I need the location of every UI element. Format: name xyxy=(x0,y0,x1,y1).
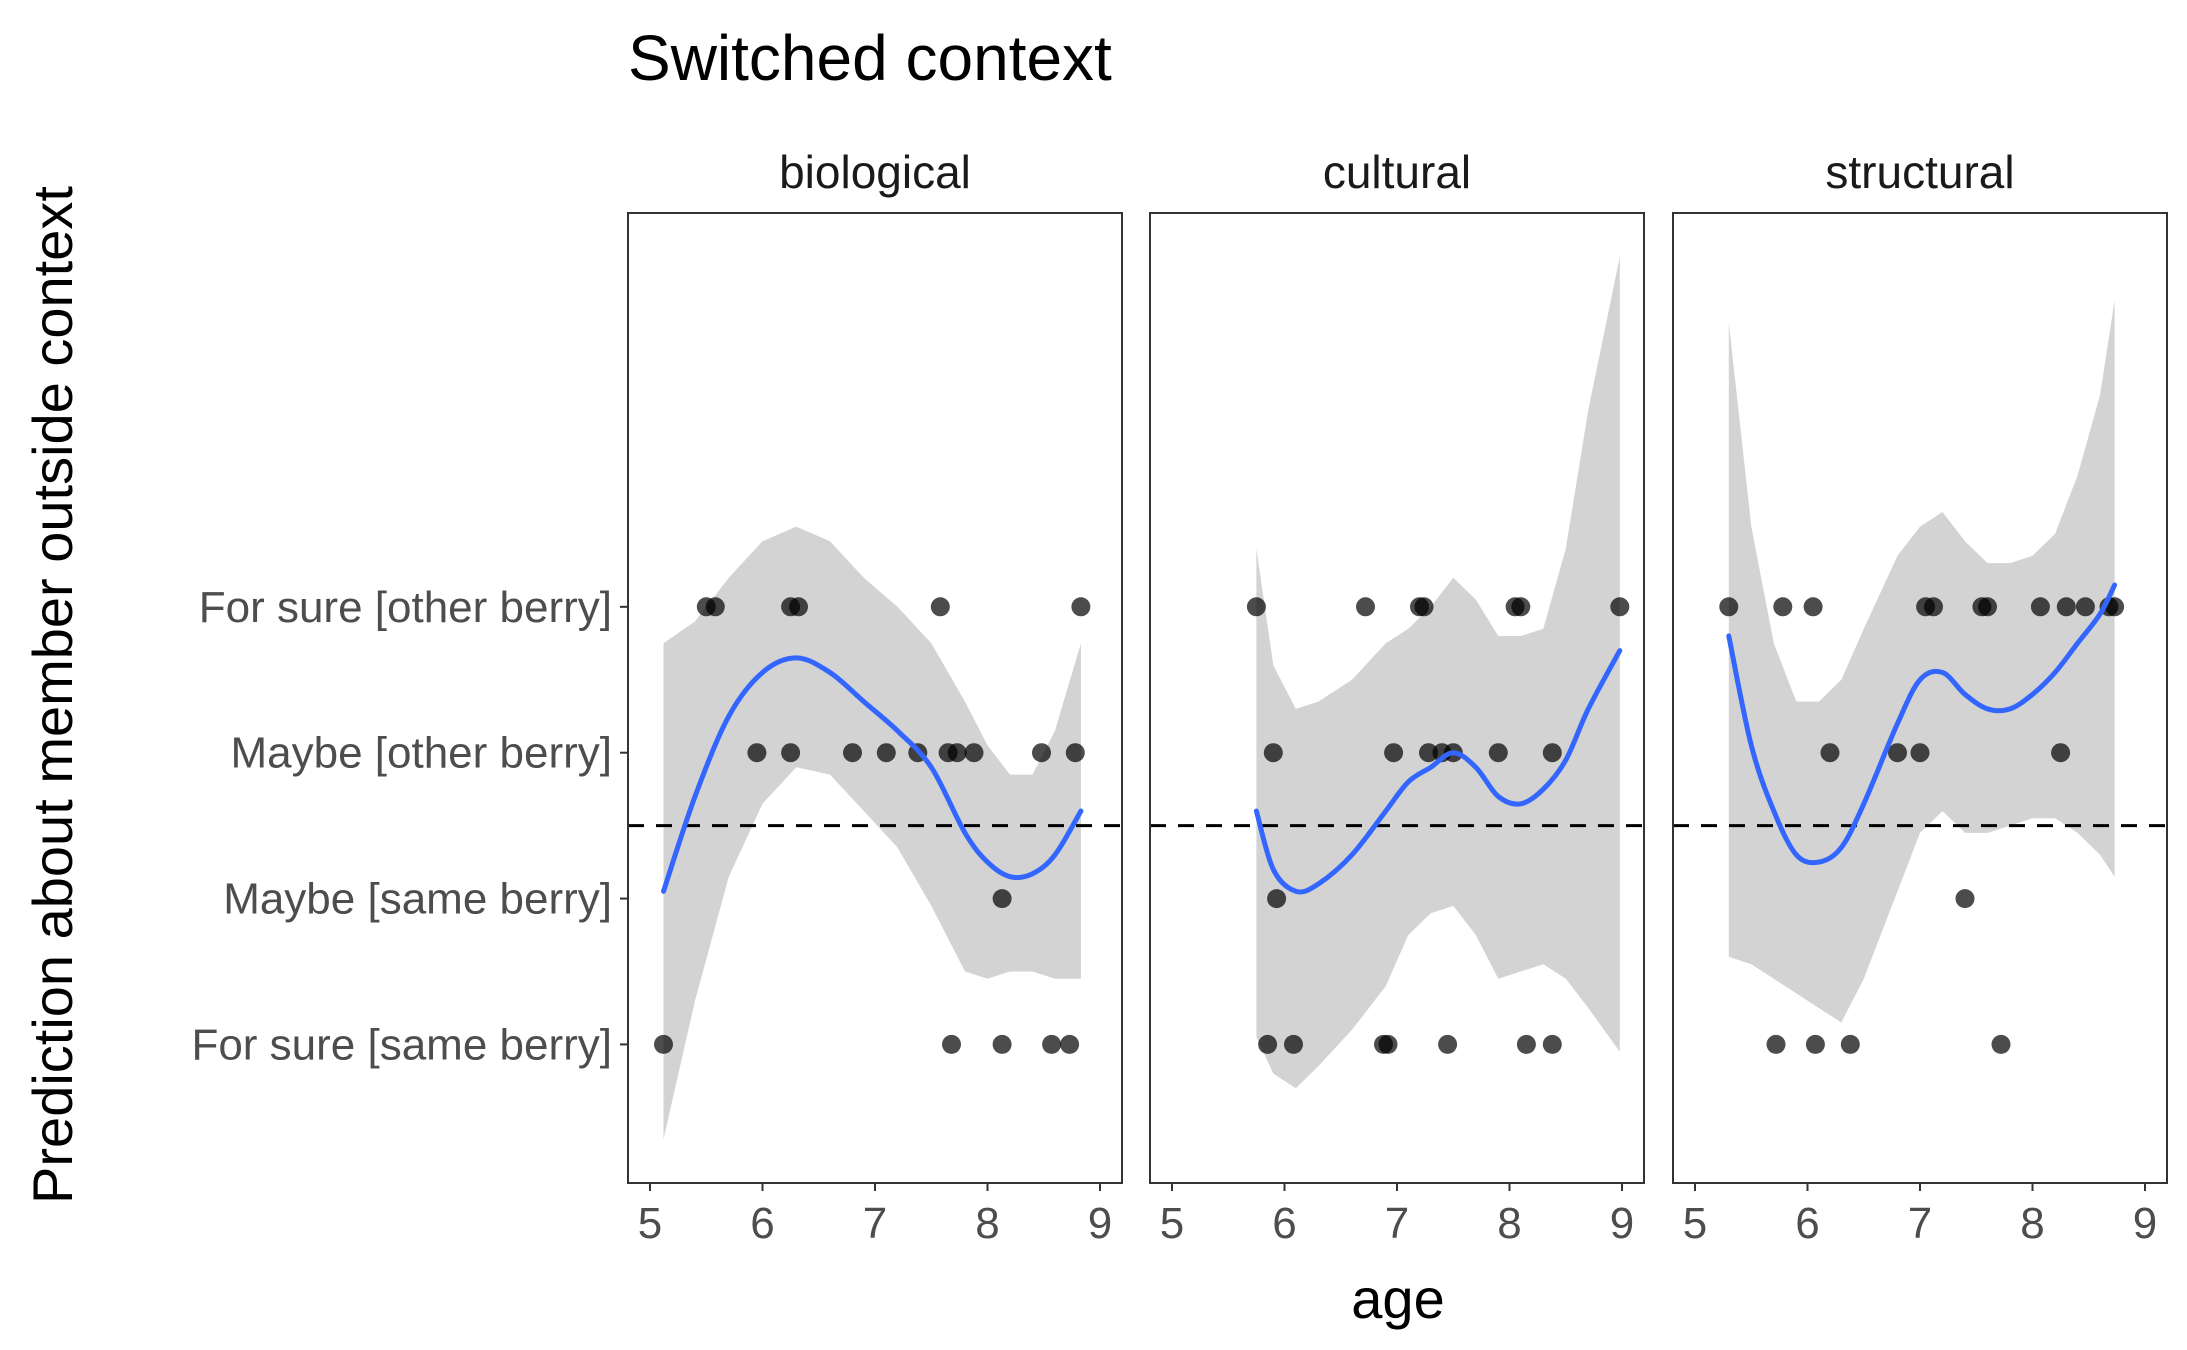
data-point xyxy=(1719,597,1739,617)
panel-strip-label: biological xyxy=(779,146,971,198)
x-axis-title: age xyxy=(1351,1267,1444,1330)
data-point xyxy=(2056,597,2076,617)
data-point xyxy=(2105,597,2125,617)
data-point xyxy=(789,597,808,617)
data-point xyxy=(930,597,950,617)
data-point xyxy=(747,743,767,763)
data-point xyxy=(1414,597,1434,617)
data-point xyxy=(1378,1034,1398,1054)
data-point xyxy=(1284,1034,1303,1054)
data-point xyxy=(992,889,1012,909)
data-point xyxy=(1610,597,1630,617)
data-point xyxy=(1542,743,1562,763)
x-tick-label: 5 xyxy=(1160,1199,1184,1248)
chart-title: Switched context xyxy=(628,22,1112,94)
smooth-line xyxy=(1253,648,1623,895)
data-point xyxy=(2075,597,2095,617)
x-tick-label: 6 xyxy=(1272,1199,1296,1248)
confidence-ribbon xyxy=(663,526,1081,1140)
x-tick-label: 8 xyxy=(2020,1199,2044,1248)
data-point xyxy=(705,597,725,617)
data-point xyxy=(2051,743,2071,763)
y-tick-label: Maybe [other berry] xyxy=(231,729,613,778)
data-point xyxy=(964,743,984,763)
data-point xyxy=(1910,743,1930,763)
y-tick-label: Maybe [same berry] xyxy=(223,875,612,924)
data-point xyxy=(1258,1034,1278,1054)
data-point xyxy=(1773,597,1793,617)
data-point xyxy=(942,1034,961,1054)
data-point xyxy=(1840,1034,1860,1054)
data-point xyxy=(1263,743,1283,763)
data-point xyxy=(1419,743,1438,763)
data-point xyxy=(781,743,801,763)
data-point xyxy=(1516,1034,1536,1054)
data-point xyxy=(1978,597,1997,617)
data-point xyxy=(1803,597,1823,617)
data-point xyxy=(1511,597,1531,617)
data-point xyxy=(1955,889,1975,909)
x-tick-label: 6 xyxy=(750,1199,774,1248)
x-tick-label: 8 xyxy=(1497,1199,1521,1248)
data-point xyxy=(1924,597,1943,617)
data-point xyxy=(1032,743,1051,763)
data-point xyxy=(1267,889,1287,909)
confidence-ribbon xyxy=(1728,300,2115,1023)
x-tick-label: 5 xyxy=(1683,1199,1707,1248)
x-tick-label: 5 xyxy=(638,1199,662,1248)
y-tick-label: For sure [same berry] xyxy=(191,1020,612,1069)
panel-strip-label: cultural xyxy=(1323,146,1471,198)
data-point xyxy=(1991,1034,2011,1054)
x-tick-label: 9 xyxy=(1610,1199,1634,1248)
x-tick-label: 8 xyxy=(975,1199,999,1248)
x-tick-label: 6 xyxy=(1795,1199,1819,1248)
data-point xyxy=(876,743,896,763)
data-point xyxy=(2030,597,2050,617)
data-point xyxy=(992,1034,1012,1054)
x-tick-label: 9 xyxy=(2133,1199,2157,1248)
panel-strip-label: structural xyxy=(1825,146,2014,198)
smooth-line xyxy=(1726,582,2118,866)
data-point xyxy=(1065,743,1085,763)
x-tick-label: 7 xyxy=(1908,1199,1932,1248)
panel-structural: structural 5 6 7 8 9 xyxy=(1672,146,2168,1248)
data-point xyxy=(1246,597,1266,617)
data-point xyxy=(1042,1034,1062,1054)
y-axis-title: Prediction about member outside context xyxy=(21,186,84,1204)
data-point xyxy=(947,743,967,763)
data-point xyxy=(843,743,862,763)
data-point xyxy=(1888,743,1907,763)
x-tick-label: 7 xyxy=(1385,1199,1409,1248)
x-tick-label: 9 xyxy=(1088,1199,1112,1248)
data-point xyxy=(1438,1034,1458,1054)
data-point xyxy=(1384,743,1404,763)
y-tick-label: For sure [other berry] xyxy=(199,583,612,632)
panels-layer: biological 5 6 7 8 9 cultural 5 6 7 8 9 structural 5 6… xyxy=(191,146,2168,1248)
confidence-ribbon xyxy=(1256,256,1620,1089)
data-point xyxy=(1060,1034,1080,1054)
data-point xyxy=(1071,597,1091,617)
data-point xyxy=(1820,743,1840,763)
data-point xyxy=(1356,597,1375,617)
smooth-line xyxy=(661,655,1084,894)
panel-cultural: cultural 5 6 7 8 9 xyxy=(1149,146,1645,1248)
data-point xyxy=(654,1034,673,1054)
data-point xyxy=(1542,1034,1562,1054)
data-point xyxy=(1805,1034,1825,1054)
data-point xyxy=(1766,1034,1786,1054)
x-tick-label: 7 xyxy=(863,1199,887,1248)
panel-biological: biological 5 6 7 8 9 xyxy=(627,146,1123,1248)
data-point xyxy=(1488,743,1508,763)
